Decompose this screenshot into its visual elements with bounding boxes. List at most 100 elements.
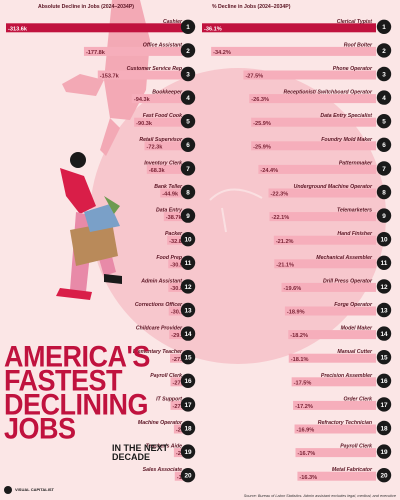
right-bar-9 [269,212,376,222]
right-bar-6 [251,141,376,151]
left-value-label-8: -44.9k [162,192,179,198]
left-category-label-2: Office Assistant [143,42,182,48]
left-rank-badge-4 [180,90,196,105]
left-bar-20 [174,471,186,481]
right-category-label-13: Forge Operator [334,302,373,308]
right-rank-number-12: 12 [380,284,388,291]
left-rank-number-6: 6 [186,142,190,149]
left-rank-badge-13 [180,302,196,318]
right-category-label-17: Order Clerk [343,396,373,402]
left-bar-12 [168,282,186,292]
title-line-1: AMERICA'S [4,340,150,374]
right-category-label-20: Metal Fabricator [332,467,373,473]
right-category-label-14: Model Maker [341,326,373,332]
left-rank-badge-9 [180,208,196,223]
left-value-label-6: -72.3k [147,144,164,150]
left-bar-13 [168,306,186,316]
right-rank-badge-7 [376,161,392,176]
left-category-label-7: Inventory Clerk [144,160,183,166]
right-value-label-12: -19.6% [284,286,302,292]
right-bar-8 [268,188,376,198]
left-rank-number-17: 17 [184,402,192,409]
left-category-label-11: Food Prep [156,255,182,261]
right-rank-badge-4 [376,90,392,105]
left-category-label-17: IT Support [156,396,182,402]
right-category-label-3: Phone Operator [333,66,373,72]
right-rank-number-13: 13 [380,307,388,314]
left-category-label-5: Fast Food Cook [143,113,183,119]
left-bar-7 [146,164,186,174]
right-rank-badge-16 [376,373,392,388]
right-bar-16 [291,377,376,387]
right-bar-5 [251,117,376,127]
left-value-label-7: -68.3k [149,168,166,174]
left-rank-number-8: 8 [186,189,190,196]
right-bar-4 [249,94,376,104]
left-rank-number-7: 7 [186,166,190,173]
right-value-label-6: -25.9% [253,144,271,150]
left-rank-badge-16 [180,373,196,388]
left-rank-badge-12 [180,279,196,294]
left-rank-badge-11 [180,255,196,270]
decor-lines [209,188,263,233]
left-category-label-8: Bank Teller [154,184,183,190]
right-bar-3 [243,70,376,80]
left-category-label-1: Cashier [163,19,183,25]
right-category-label-4: Receptionist/ Switchboard Operator [284,90,373,96]
right-rank-number-17: 17 [380,402,388,409]
right-value-label-10: -21.2% [276,239,294,245]
right-rank-badge-5 [376,114,392,129]
right-bar-18 [294,424,376,434]
right-rank-number-19: 19 [380,449,388,456]
right-bar-19 [295,448,376,458]
right-rank-number-3: 3 [382,71,386,78]
left-category-label-20: Sales Associate [143,467,182,473]
right-bar-11 [274,259,376,269]
right-bar-17 [293,400,376,410]
right-rank-badge-11 [376,255,392,270]
right-value-label-19: -16.7% [298,451,316,457]
left-rank-number-2: 2 [186,48,190,55]
left-value-label-15: -27.8k [172,357,189,363]
right-rank-badge-15 [376,350,392,365]
left-rank-badge-6 [180,137,196,152]
right-rank-badge-18 [376,420,392,436]
right-value-label-3: -27.5% [245,74,263,80]
right-rank-badge-20 [376,468,392,483]
right-bar-14 [288,330,376,340]
right-rank-number-2: 2 [382,48,386,55]
right-category-label-5: Data Entry Specialist [320,113,372,119]
right-rank-number-18: 18 [380,425,388,432]
right-value-label-14: -18.2% [290,333,308,339]
right-rank-number-1: 1 [382,24,386,31]
left-rank-number-18: 18 [184,425,192,432]
left-category-label-19: Teacher's Aide [146,444,182,450]
right-rank-number-4: 4 [382,95,386,102]
right-category-label-9: Telemarketers [337,208,372,214]
right-rank-badge-6 [376,137,392,152]
left-rank-number-15: 15 [184,355,192,362]
left-category-label-12: Admin Assistant [140,278,182,284]
left-bar-19 [173,448,186,458]
right-rank-number-6: 6 [382,142,386,149]
right-value-label-4: -26.3% [251,97,269,103]
right-rank-badge-8 [376,184,392,200]
title-line-4: JOBS [4,412,76,446]
left-bar-14 [169,330,186,340]
left-value-label-2: -177.8k [86,50,106,56]
left-bar-17 [170,400,186,410]
left-bar-18 [173,424,186,434]
left-bar-15 [170,353,186,363]
right-category-label-15: Manual Cutter [337,349,373,355]
left-rank-badge-1 [180,19,196,34]
right-value-label-18: -16.9% [297,428,315,434]
left-category-label-4: Bookkeeper [152,90,183,96]
right-rank-badge-1 [376,19,392,34]
right-category-label-12: Drill Press Operator [323,278,373,284]
left-rank-number-11: 11 [185,260,192,267]
left-value-label-12: -30.8k [170,286,187,292]
right-category-label-6: Foundry Mold Maker [321,137,373,143]
right-bar-1 [202,23,376,33]
